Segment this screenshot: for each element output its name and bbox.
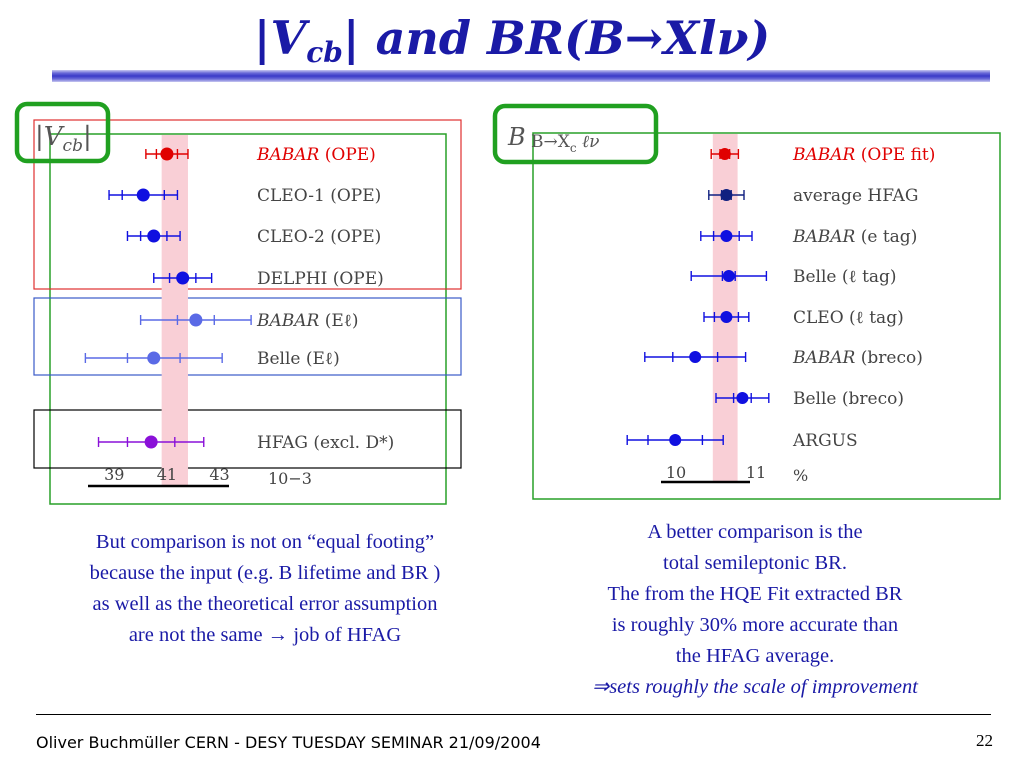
br-series-label: BABAR (e tag) — [792, 227, 917, 247]
right-caption-line: is roughly 30% more accurate than — [611, 614, 899, 636]
vcb-measurement: Belle (Eℓ) — [84, 349, 340, 369]
left-caption-line: But comparison is not on “equal footing” — [95, 531, 435, 553]
br-measurement: BABAR (e tag) — [700, 227, 917, 247]
br-point — [720, 311, 733, 323]
slide-title: |Vcb| and BR(B→Xlν) — [0, 8, 1024, 83]
right-caption: A better comparison is the total semilep… — [520, 517, 990, 703]
br-series-label: average HFAG — [793, 186, 918, 206]
vcb-series-label: BABAR (Eℓ) — [256, 311, 359, 331]
vcb-title-highlight — [14, 101, 111, 164]
br-point — [722, 270, 735, 282]
br-tick-label: 11 — [746, 463, 766, 482]
left-caption-line: because the input (e.g. B lifetime and B… — [89, 562, 441, 584]
vcb-point — [147, 229, 161, 243]
right-caption-line: the HFAG average. — [675, 645, 835, 667]
footer-text: Oliver Buchmüller CERN - DESY TUESDAY SE… — [36, 733, 541, 752]
br-measurement: ARGUS — [626, 431, 858, 451]
br-measurement: Belle (breco) — [715, 389, 904, 409]
vcb-measurement: CLEO-1 (OPE) — [108, 186, 381, 206]
br-axis-unit: % — [793, 466, 808, 485]
title-post: | and BR(B→Xlν) — [342, 11, 771, 65]
br-series-label: Belle (breco) — [793, 389, 904, 409]
comparison-plots: BABAR (OPE) CLEO-1 (OPE) CLEO-2 (OPE) DELPH… — [14, 101, 1001, 505]
br-point — [669, 434, 682, 446]
br-point — [718, 148, 731, 160]
right-caption-line: The from the HQE Fit extracted BR — [607, 583, 903, 605]
br-reference-band — [712, 134, 738, 482]
vcb-measurement: CLEO-2 (OPE) — [126, 227, 381, 247]
vcb-point — [136, 188, 150, 202]
vcb-ope-group-frame — [33, 119, 462, 290]
vcb-series-label: Belle (Eℓ) — [257, 349, 340, 369]
title-pre: |V — [253, 11, 307, 65]
vcb-series-label: HFAG (excl. D*) — [257, 433, 394, 453]
vcb-series-label: BABAR (OPE) — [256, 145, 376, 165]
br-series-label: ARGUS — [792, 431, 858, 451]
left-caption-line: are not the same → job of HFAG — [128, 624, 402, 646]
br-point — [736, 392, 749, 404]
page-number: 22 — [976, 731, 993, 750]
br-tick-label: 10 — [666, 463, 686, 482]
br-outer-frame — [532, 132, 1001, 500]
vcb-tick-label: 39 — [104, 465, 124, 484]
vcb-measurement: HFAG (excl. D*) — [97, 433, 394, 453]
br-point — [720, 230, 733, 242]
vcb-point — [189, 313, 203, 327]
br-measurement: Belle (ℓ tag) — [690, 267, 897, 287]
vcb-tick-label: 43 — [209, 465, 229, 484]
br-measurement: BABAR (breco) — [644, 348, 923, 368]
vcb-series-label: CLEO-2 (OPE) — [257, 227, 381, 247]
br-point — [720, 189, 733, 201]
br-point — [689, 351, 702, 363]
vcb-point — [147, 351, 161, 365]
footer-divider — [36, 714, 991, 715]
title-sub: cb — [306, 36, 343, 69]
right-caption-conclusion: ⇒sets roughly the scale of improvement — [592, 676, 918, 698]
vcb-measurement: DELPHI (OPE) — [153, 269, 384, 289]
vcb-outer-frame — [49, 133, 447, 505]
br-series-label: Belle (ℓ tag) — [793, 267, 897, 287]
br-panel-title: B B→Xc ℓν — [507, 123, 599, 155]
br-title-highlight — [492, 103, 659, 165]
title-underline — [52, 70, 990, 82]
br-measurement: average HFAG — [708, 186, 918, 206]
right-caption-line: A better comparison is the — [647, 521, 863, 543]
vcb-point — [160, 147, 174, 161]
vcb-tick-label: 41 — [157, 465, 177, 484]
vcb-point — [176, 271, 190, 285]
vcb-el-group-frame — [33, 297, 462, 376]
vcb-measurement: BABAR (Eℓ) — [139, 311, 359, 331]
br-series-label: BABAR (OPE fit) — [792, 145, 935, 165]
vcb-point — [144, 435, 158, 449]
vcb-exclusive-group-frame — [33, 409, 462, 469]
right-caption-line: total semileptonic BR. — [663, 552, 847, 574]
br-measurement: CLEO (ℓ tag) — [703, 308, 904, 328]
vcb-reference-band — [161, 135, 188, 486]
left-caption-line: as well as the theoretical error assumpt… — [92, 593, 438, 615]
left-caption: But comparison is not on “equal footing”… — [18, 527, 512, 651]
br-series-label: BABAR (breco) — [792, 348, 923, 368]
br-series-label: CLEO (ℓ tag) — [793, 308, 904, 328]
br-measurement: BABAR (OPE fit) — [710, 145, 935, 165]
vcb-measurement: BABAR (OPE) — [145, 145, 376, 165]
vcb-panel-title: |Vcb| — [35, 122, 92, 156]
vcb-axis-unit: 10−3 — [268, 469, 312, 488]
vcb-series-label: CLEO-1 (OPE) — [257, 186, 381, 206]
vcb-series-label: DELPHI (OPE) — [257, 269, 384, 289]
